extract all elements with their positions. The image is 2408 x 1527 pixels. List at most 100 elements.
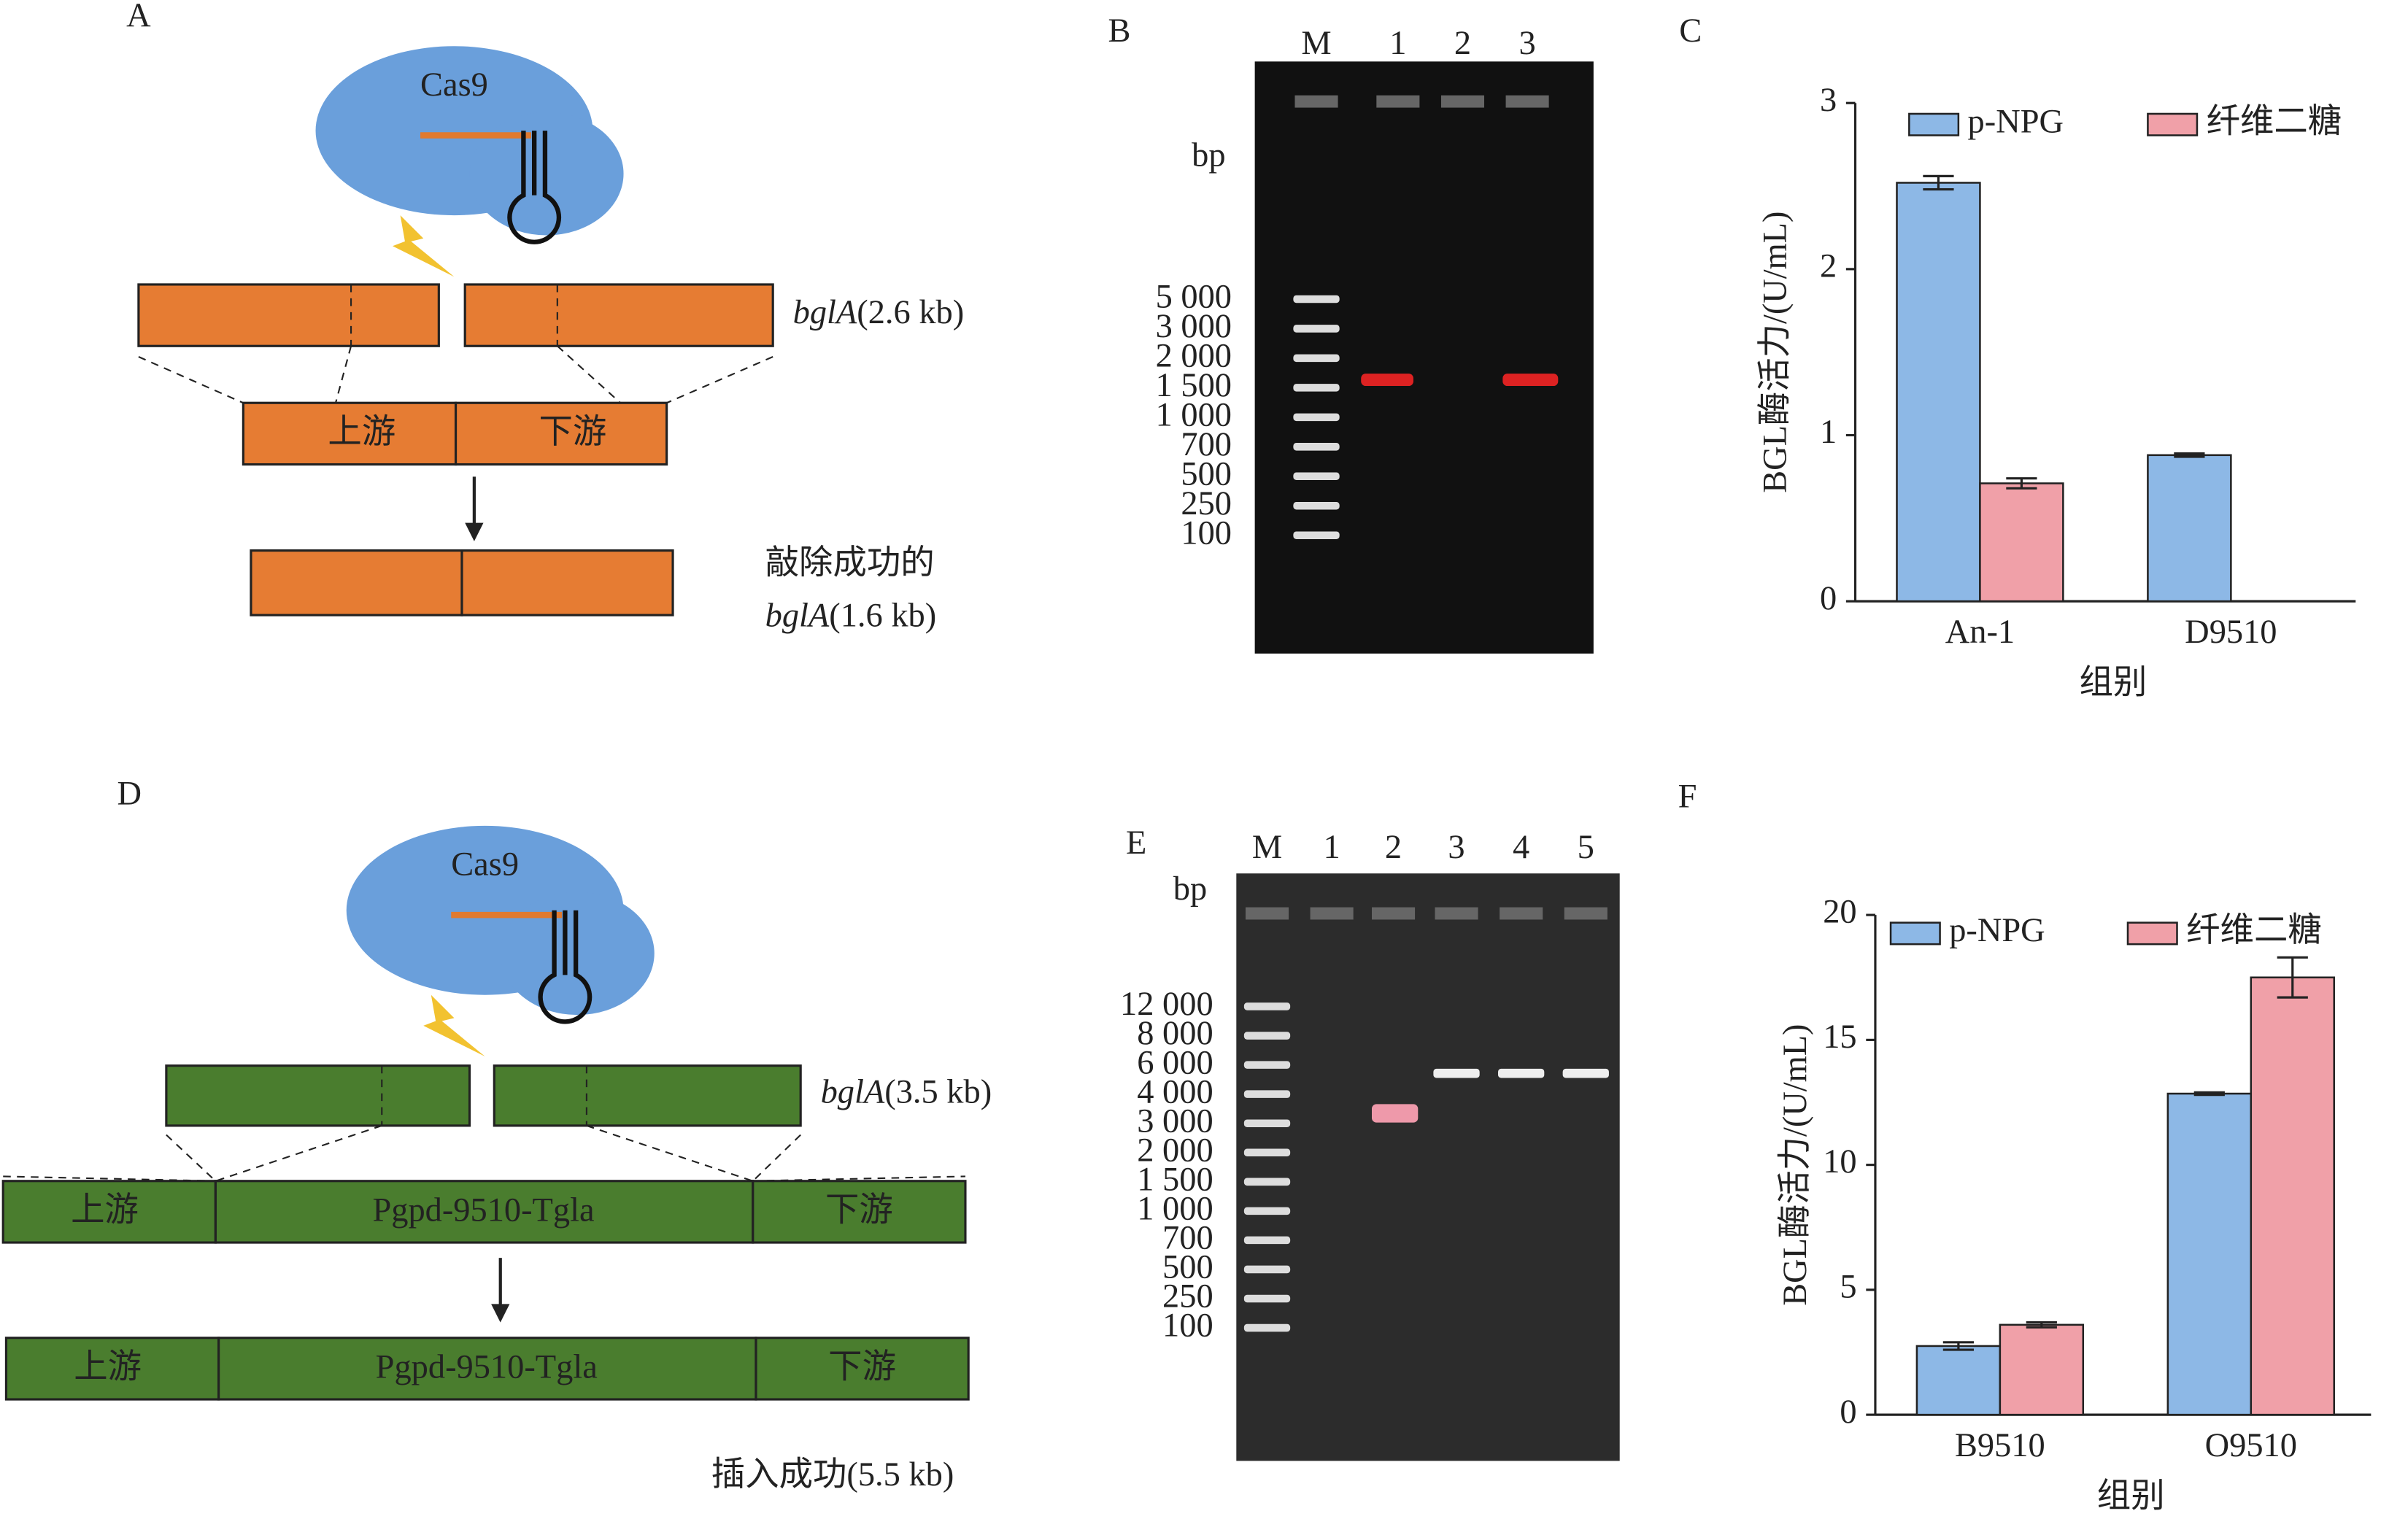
insert-box bbox=[217, 1337, 757, 1401]
lane-label: 1 bbox=[1389, 25, 1406, 62]
bar bbox=[2250, 976, 2335, 1416]
error-bar bbox=[2026, 1321, 2057, 1329]
y-axis-label: BGL酶活力/(U/mL) bbox=[1757, 212, 1794, 493]
bar bbox=[2166, 1092, 2253, 1416]
marker-label: 1 000 bbox=[1156, 397, 1232, 434]
gel-well bbox=[1440, 95, 1485, 108]
legend-label: 纤维二糖 bbox=[2186, 912, 2322, 949]
downstream-box bbox=[752, 1180, 967, 1244]
knockout-box bbox=[250, 549, 463, 616]
y-tick-label: 3 bbox=[1820, 82, 1837, 119]
marker-label: 12 000 bbox=[1120, 986, 1213, 1023]
y-tick-label: 10 bbox=[1823, 1143, 1856, 1180]
gene-label: bglA(1.6 kb) bbox=[765, 597, 937, 634]
marker-label: 1 500 bbox=[1156, 367, 1232, 404]
sample-band bbox=[1498, 1068, 1545, 1078]
legend-swatch bbox=[1889, 921, 1941, 946]
upstream-box bbox=[1, 1180, 217, 1244]
panel-letter: A bbox=[126, 0, 151, 34]
gene-name: bglA bbox=[793, 294, 857, 331]
cas9-label: Cas9 bbox=[451, 846, 519, 883]
marker-label: 500 bbox=[1162, 1249, 1213, 1286]
lane-label: 1 bbox=[1324, 829, 1340, 866]
legend-label: 纤维二糖 bbox=[2207, 103, 2342, 140]
marker-label: 5 000 bbox=[1156, 279, 1232, 316]
marker-label: 3 000 bbox=[1137, 1102, 1213, 1140]
error-bar bbox=[2174, 452, 2205, 458]
y-tick-label: 5 bbox=[1840, 1269, 1856, 1306]
gene-label: bglA(2.6 kb) bbox=[793, 294, 965, 331]
hairpin bbox=[538, 910, 593, 1024]
upstream-box bbox=[4, 1337, 220, 1401]
gel-well bbox=[1564, 907, 1608, 920]
dash-line bbox=[752, 1134, 801, 1182]
y-tick-label: 0 bbox=[1820, 580, 1837, 617]
upstream-box bbox=[242, 401, 458, 466]
x-tick-label: B9510 bbox=[1955, 1427, 2045, 1464]
ladder-band bbox=[1243, 1207, 1291, 1215]
ladder-band bbox=[1243, 1265, 1291, 1274]
hairpin bbox=[507, 131, 562, 244]
y-tick-label: 15 bbox=[1823, 1018, 1856, 1056]
legend-swatch bbox=[2147, 112, 2199, 136]
lane-label: 5 bbox=[1578, 829, 1594, 866]
upstream-label: 上游 bbox=[74, 1349, 142, 1386]
cas9-label: Cas9 bbox=[420, 66, 488, 104]
lane-label: M bbox=[1301, 25, 1331, 62]
y-axis-label: BGL酶活力/(U/mL) bbox=[1777, 1024, 1814, 1306]
gel-well bbox=[1294, 95, 1338, 108]
insert-box bbox=[214, 1180, 755, 1244]
gene-size: (2.6 kb) bbox=[857, 294, 964, 331]
cleave-icon bbox=[423, 994, 485, 1057]
gene-fragment bbox=[493, 1064, 802, 1127]
ladder-band bbox=[1243, 1148, 1291, 1157]
marker-label: 2 000 bbox=[1156, 338, 1232, 375]
legend-swatch bbox=[1908, 112, 1960, 136]
dash-line bbox=[166, 1134, 217, 1182]
legend-swatch bbox=[2126, 921, 2178, 946]
marker-label: 4 000 bbox=[1137, 1073, 1213, 1110]
panel-letter: F bbox=[1678, 778, 1697, 816]
error-bar bbox=[2006, 477, 2037, 490]
gel-image bbox=[1236, 873, 1620, 1461]
knockout-box bbox=[460, 549, 674, 616]
sample-band bbox=[1433, 1068, 1480, 1078]
bar bbox=[1999, 1323, 2085, 1416]
dash-line bbox=[557, 345, 622, 404]
ladder-band bbox=[1293, 413, 1340, 422]
marker-label: 250 bbox=[1181, 485, 1232, 522]
gene-name: bglA bbox=[765, 597, 830, 634]
upstream-label: 上游 bbox=[71, 1192, 139, 1229]
ladder-band bbox=[1293, 531, 1340, 539]
ladder-band bbox=[1243, 1090, 1291, 1098]
cleave-icon bbox=[393, 215, 455, 277]
legend-label: p-NPG bbox=[1949, 912, 2045, 949]
lane-label: 3 bbox=[1448, 829, 1465, 866]
y-tick-label: 20 bbox=[1823, 894, 1856, 931]
ladder-band bbox=[1243, 1061, 1291, 1069]
ladder-band bbox=[1243, 1032, 1291, 1040]
insert-label: Pgpd-9510-Tgla bbox=[372, 1192, 594, 1229]
gene-label: bglA(3.5 kb) bbox=[821, 1073, 992, 1110]
x-axis-label: 组别 bbox=[2097, 1478, 2165, 1515]
marker-label: 1 000 bbox=[1137, 1191, 1213, 1228]
bar bbox=[1915, 1345, 2002, 1416]
dash-line bbox=[586, 1124, 754, 1182]
lane-label: M bbox=[1252, 829, 1282, 866]
ladder-band bbox=[1243, 1323, 1291, 1332]
marker-label: 700 bbox=[1181, 426, 1232, 463]
panel-letter: B bbox=[1108, 12, 1130, 50]
marker-label: 2 000 bbox=[1137, 1132, 1213, 1169]
gene-size: (3.5 kb) bbox=[884, 1073, 992, 1110]
marker-label: 6 000 bbox=[1137, 1044, 1213, 1081]
marker-label: 8 000 bbox=[1137, 1015, 1213, 1052]
bar bbox=[1979, 482, 2064, 603]
result-label: 插入成功(5.5 kb) bbox=[711, 1456, 954, 1493]
y-tick-label: 2 bbox=[1820, 248, 1837, 285]
lane-label: 3 bbox=[1518, 25, 1535, 62]
bar bbox=[1896, 182, 1981, 603]
y-tick-label: 0 bbox=[1840, 1393, 1856, 1431]
gel-well bbox=[1505, 95, 1549, 108]
dash-line bbox=[215, 1124, 382, 1182]
